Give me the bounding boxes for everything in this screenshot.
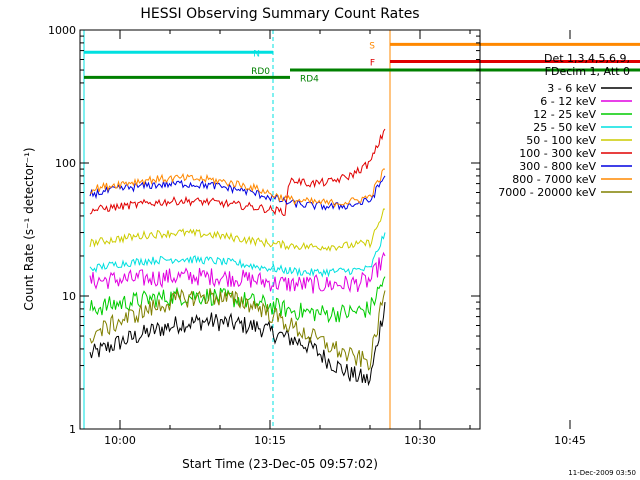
plot-content: N SF RD0 RD4 [83, 30, 640, 429]
flag-label-rd4: RD4 [300, 74, 319, 84]
legend-header-line: Det 1,3,4,5,6,9, [544, 52, 630, 65]
flag-label-rd0: RD0 [251, 67, 270, 77]
series-line-6-seg-0 [89, 175, 386, 211]
legend-entry-label: 7000 - 20000 keV [498, 186, 596, 199]
series-line-2-seg-0 [89, 276, 386, 324]
y-tick-label: 100 [55, 157, 76, 170]
x-axis-label: Start Time (23-Dec-05 09:57:02) [182, 457, 378, 471]
x-tick-label: 10:30 [404, 434, 436, 447]
flag-label-s: S [369, 41, 375, 51]
legend-entry-label: 12 - 25 keV [533, 108, 596, 121]
series-line-0-seg-0 [89, 302, 386, 387]
legend-entry-label: 100 - 300 keV [519, 147, 596, 160]
legend-entry-label: 3 - 6 keV [547, 82, 596, 95]
legend-entry-label: 50 - 100 keV [526, 134, 596, 147]
series-line-4-seg-0 [89, 208, 386, 252]
legend-entry-label: 300 - 800 keV [519, 160, 596, 173]
series-line-7-seg-0 [89, 168, 386, 208]
x-tick-label: 10:15 [254, 434, 286, 447]
y-tick-label: 10 [62, 290, 76, 303]
x-tick-label: 10:00 [104, 434, 136, 447]
y-tick-label: 1 [69, 423, 76, 436]
plot-frame [79, 29, 481, 430]
axes: 10:0010:1510:3010:4511:0011:1511:3011010… [48, 24, 586, 447]
legend-entry-label: 800 - 7000 keV [512, 173, 596, 186]
legend: Det 1,3,4,5,6,9,FDecim 1, Att 0 3 - 6 keV… [498, 52, 632, 199]
legend-entry-label: 6 - 12 keV [540, 95, 596, 108]
chart-title: HESSI Observing Summary Count Rates [140, 6, 419, 22]
legend-entry-label: 25 - 50 keV [533, 121, 596, 134]
series-line-5-seg-0 [89, 128, 386, 217]
series-line-3-seg-0 [89, 232, 386, 278]
x-tick-label: 10:45 [554, 434, 586, 447]
y-axis-label: Count Rate (s⁻¹ detector⁻¹) [22, 147, 36, 310]
series-line-8-seg-0 [89, 288, 386, 371]
flag-label-f: F [370, 58, 375, 68]
timestamp: 11-Dec-2009 03:50 [568, 469, 636, 477]
legend-header-line: FDecim 1, Att 0 [545, 65, 630, 78]
flag-label-n: N [253, 49, 260, 59]
series-line-1-seg-0 [89, 251, 386, 294]
y-tick-label: 1000 [48, 24, 76, 37]
plot-clipped [83, 30, 391, 429]
